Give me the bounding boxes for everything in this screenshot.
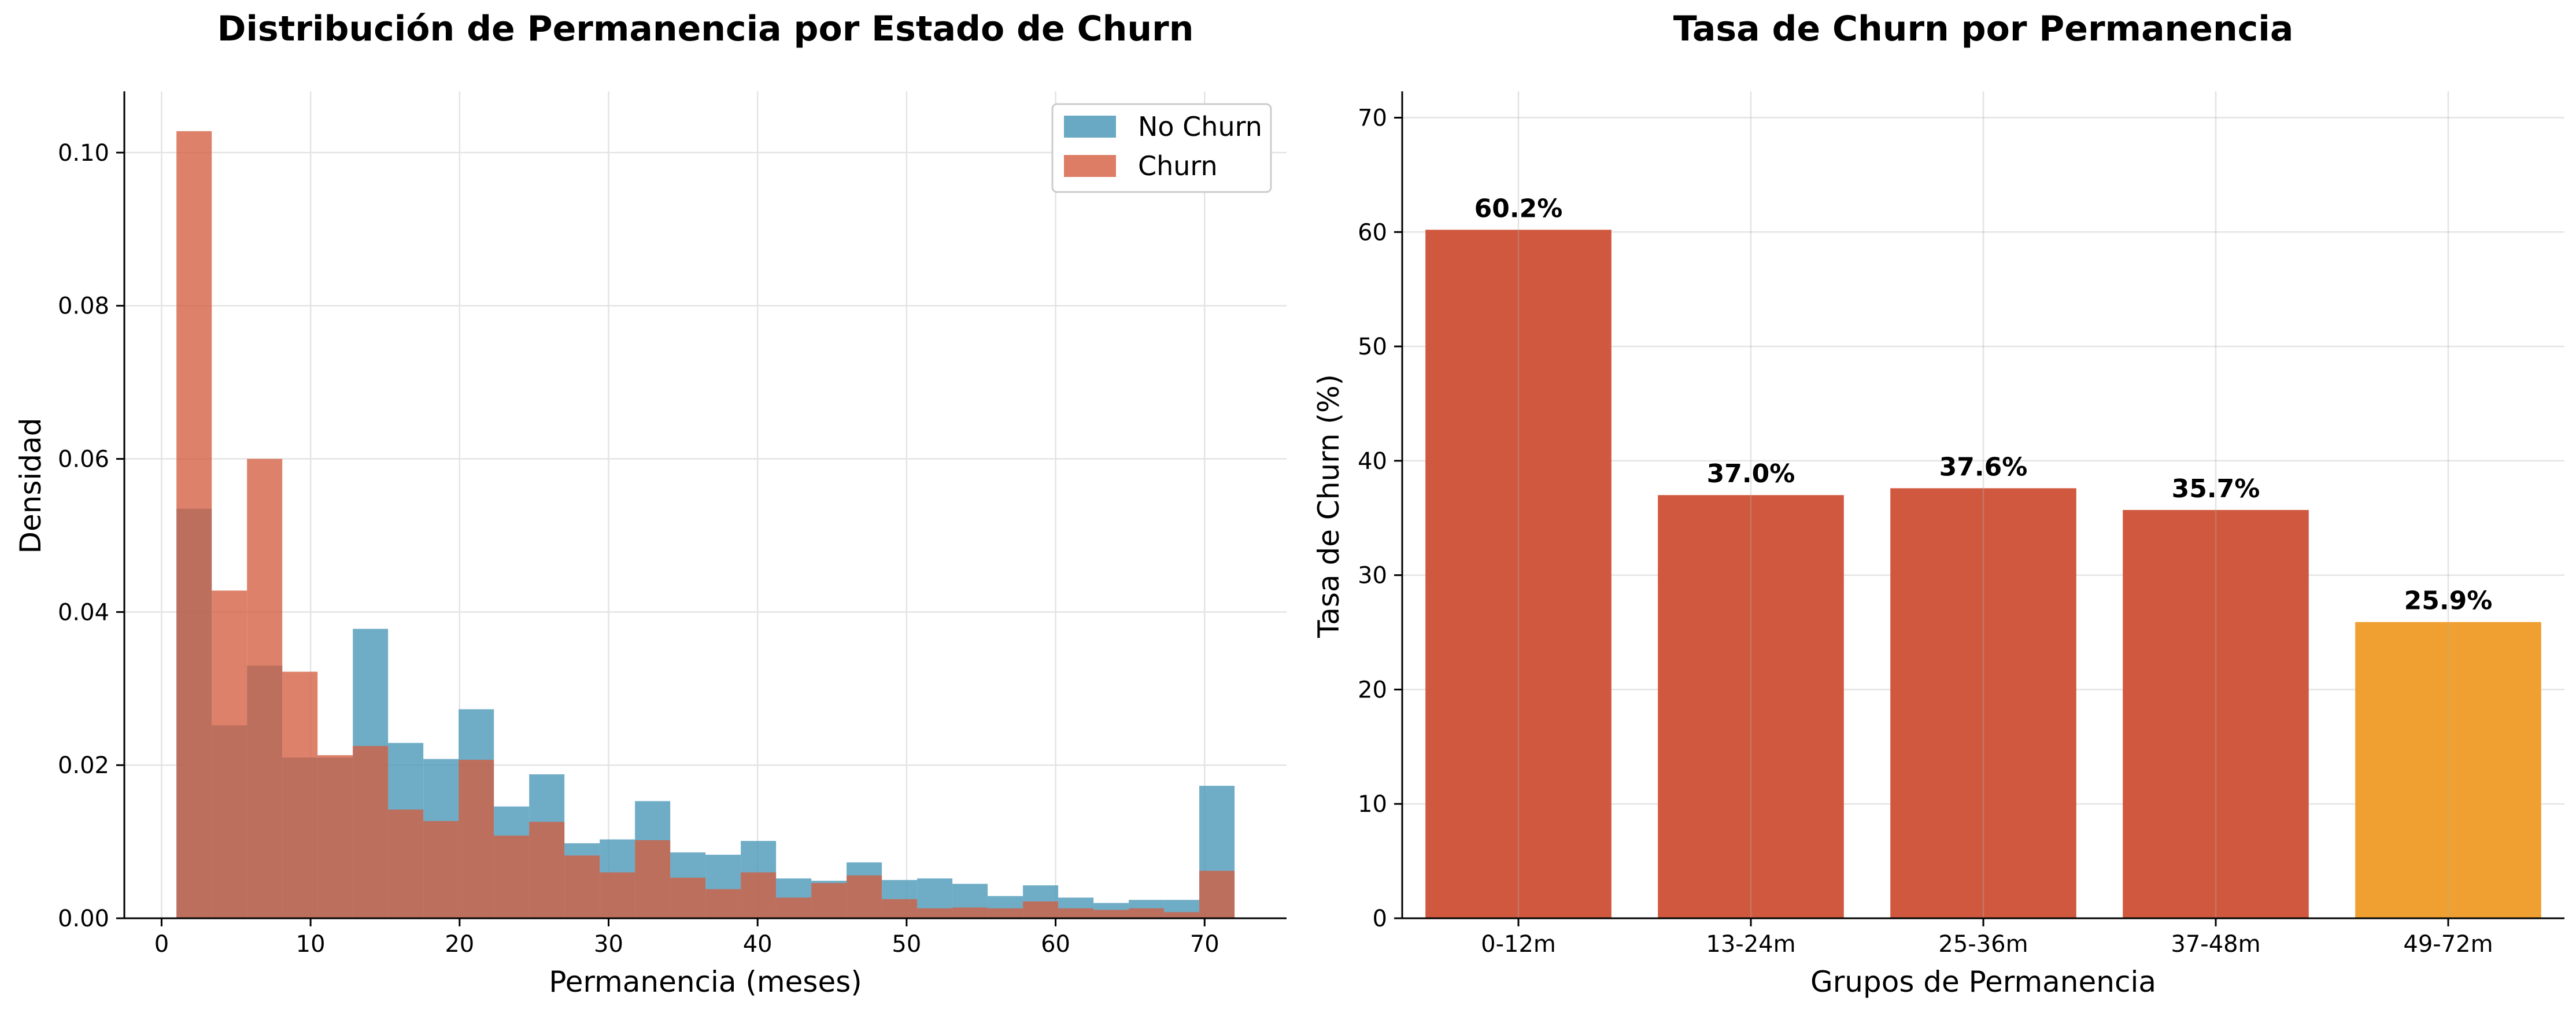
histogram-bar-churn [388, 809, 424, 918]
legend-label-no-churn: No Churn [1138, 111, 1262, 142]
legend-swatch-churn [1064, 155, 1116, 177]
legend-label-churn: Churn [1138, 150, 1218, 182]
y-tick-label: 70 [1358, 105, 1387, 131]
bar-chart-y-ticks: 0 10 20 30 40 50 60 70 [1358, 105, 1402, 932]
legend-swatch-no-churn [1064, 116, 1116, 138]
histogram-bar-churn [353, 746, 389, 918]
x-tick-label: 20 [445, 931, 474, 958]
y-tick-label: 0.02 [58, 752, 109, 779]
bar-data-label: 37.6% [1939, 452, 2028, 482]
histogram-bar-churn [952, 907, 988, 918]
x-tick-label: 30 [594, 931, 623, 958]
histogram-bar-churn [494, 836, 530, 918]
y-tick-label: 0 [1373, 906, 1387, 932]
bar-chart-y-axis-label: Tasa de Churn (%) [1312, 374, 1346, 638]
histogram-bar-churn [1058, 908, 1094, 918]
bar-37-48m [2123, 509, 2309, 918]
histogram-bar-churn [988, 908, 1023, 918]
histogram-bar-churn [882, 899, 918, 918]
histogram-title: Distribución de Permanencia por Estado d… [217, 9, 1194, 49]
histogram-bar-churn [212, 590, 247, 918]
histogram-bar-churn [1023, 901, 1059, 918]
x-tick-label: 0-12m [1481, 931, 1556, 958]
bar-chart-x-axis-label: Grupos de Permanencia [1810, 965, 2156, 999]
histogram-bar-churn [529, 822, 565, 918]
bar-13-24m [1658, 495, 1844, 918]
x-tick-label: 70 [1190, 931, 1219, 958]
histogram-grid [124, 91, 1287, 919]
x-tick-label: 0 [154, 931, 169, 958]
bar-chart-title: Tasa de Churn por Permanencia [1673, 9, 2294, 49]
histogram-bar-churn [917, 908, 953, 918]
histogram-y-ticks: 0.00 0.02 0.04 0.06 0.08 0.10 [58, 140, 124, 932]
histogram-y-axis-label: Densidad [14, 418, 47, 553]
y-tick-label: 0.08 [58, 293, 109, 320]
bar-chart-vertical-grid [1517, 91, 2449, 918]
histogram-bar-churn [705, 889, 741, 918]
histogram-bar-churn [741, 872, 777, 918]
y-tick-label: 10 [1358, 791, 1387, 818]
histogram-bar-churn [600, 872, 635, 918]
bar-chart-panel: Tasa de Churn por Permanencia 60.2% 37.0%… [1312, 9, 2564, 999]
x-tick-label: 50 [892, 931, 921, 958]
x-tick-label: 40 [743, 931, 773, 958]
histogram-bar-churn [247, 459, 283, 918]
x-tick-label: 10 [296, 931, 326, 958]
histogram-bar-churn [459, 759, 494, 918]
histogram-bar-churn [670, 877, 706, 918]
bar-data-label: 60.2% [1474, 194, 1563, 223]
x-tick-label: 60 [1041, 931, 1070, 958]
histogram-bar-churn [176, 131, 212, 919]
histogram-series-churn [176, 131, 1235, 919]
histogram-bar-churn [317, 755, 353, 918]
y-tick-label: 20 [1358, 677, 1387, 703]
histogram-panel: Distribución de Permanencia por Estado d… [14, 9, 1287, 999]
bar-data-label: 35.7% [2172, 474, 2260, 504]
bar-49-72m [2355, 622, 2541, 918]
bar-0-12m [1425, 230, 1612, 918]
y-tick-label: 0.00 [58, 906, 109, 932]
y-tick-label: 40 [1358, 448, 1387, 475]
histogram-bar-churn [1129, 908, 1165, 918]
bar-chart-bars [1425, 230, 2541, 918]
histogram-bar-churn [811, 883, 847, 918]
bar-25-36m [1890, 488, 2076, 918]
histogram-bar-churn [1199, 870, 1235, 918]
y-tick-label: 0.04 [58, 599, 109, 626]
x-tick-label: 13-24m [1706, 931, 1795, 958]
bar-chart-x-ticks: 0-12m 13-24m 25-36m 37-48m 49-72m [1481, 918, 2493, 958]
bar-data-label: 37.0% [1707, 459, 1795, 489]
y-tick-label: 0.10 [58, 140, 109, 167]
histogram-bar-churn [282, 671, 318, 918]
histogram-bar-churn [635, 840, 671, 918]
histogram-bar-churn [1164, 912, 1200, 918]
histogram-bar-churn [776, 897, 812, 918]
y-tick-label: 30 [1358, 563, 1387, 589]
histogram-bar-churn [1093, 910, 1129, 918]
y-tick-label: 0.06 [58, 446, 109, 473]
histogram-bar-churn [564, 855, 600, 918]
bar-chart-data-labels: 60.2% 37.0% 37.6% 35.7% 25.9% [1474, 194, 2493, 615]
x-tick-label: 49-72m [2403, 931, 2493, 958]
histogram-legend: No Churn Churn [1051, 103, 1272, 193]
y-tick-label: 50 [1358, 334, 1387, 360]
x-tick-label: 37-48m [2171, 931, 2260, 958]
y-tick-label: 60 [1358, 219, 1387, 246]
histogram-x-ticks: 0 10 20 30 40 50 60 70 [154, 918, 1219, 958]
histogram-x-axis-label: Permanencia (meses) [549, 965, 862, 999]
bar-data-label: 25.9% [2404, 586, 2493, 616]
histogram-bar-churn [423, 821, 459, 918]
histogram-axes [123, 91, 1287, 919]
x-tick-label: 25-36m [1938, 931, 2028, 958]
histogram-bar-churn [847, 875, 882, 918]
